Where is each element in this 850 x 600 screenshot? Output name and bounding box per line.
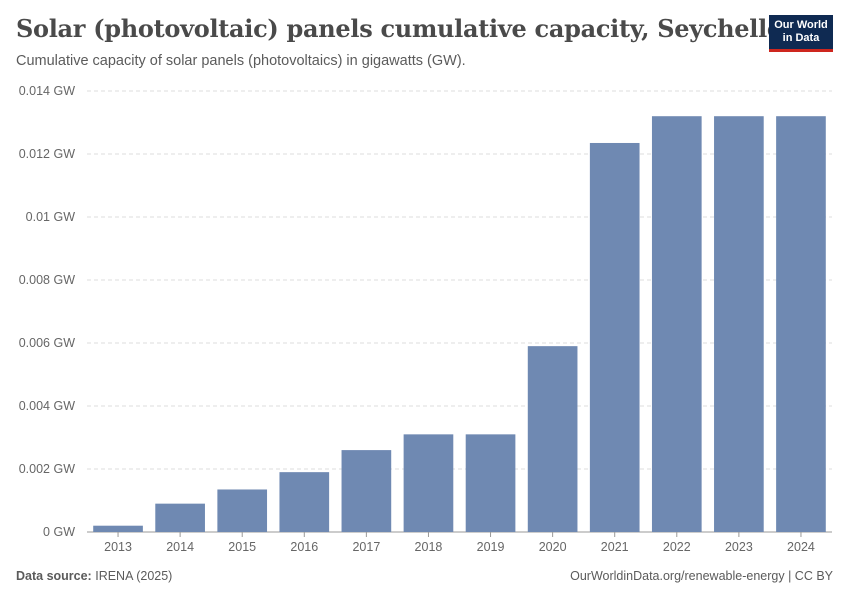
license-label: CC BY [794, 569, 833, 583]
x-tick-label: 2015 [228, 540, 256, 554]
x-tick-label: 2018 [415, 540, 443, 554]
x-tick-label: 2021 [601, 540, 629, 554]
data-source-label: Data source: [16, 569, 92, 583]
x-tick-label: 2022 [663, 540, 691, 554]
bar-2021[interactable] [589, 142, 640, 532]
x-tick-label: 2016 [290, 540, 318, 554]
owid-logo[interactable]: Our World in Data [769, 15, 833, 52]
y-tick-label: 0.014 GW [19, 84, 75, 98]
x-tick-label: 2023 [725, 540, 753, 554]
y-axis-ticks: 0 GW 0.002 GW 0.004 GW 0.006 GW 0.008 GW 0.01… [19, 84, 75, 539]
footer-separator: | [784, 569, 795, 583]
bar-2013[interactable] [93, 525, 143, 532]
data-source-value: IRENA (2025) [95, 569, 173, 583]
bar-2017[interactable] [341, 450, 392, 532]
y-tick-label: 0.004 GW [19, 399, 75, 413]
chart-title: Solar (photovoltaic) panels cumulative c… [16, 14, 796, 43]
x-tick-label: 2019 [477, 540, 505, 554]
x-tick-label: 2014 [166, 540, 194, 554]
bar-chart: 0 GW 0.002 GW 0.004 GW 0.006 GW 0.008 GW 0.01… [19, 84, 832, 554]
y-tick-label: 0.012 GW [19, 147, 75, 161]
bar-2014[interactable] [155, 503, 205, 532]
source-link[interactable]: OurWorldinData.org/renewable-energy [570, 569, 785, 583]
bar-2024[interactable] [776, 116, 826, 532]
bar-2015[interactable] [217, 489, 268, 532]
bar-2020[interactable] [527, 346, 578, 532]
y-tick-label: 0.002 GW [19, 462, 75, 476]
grid-lines [87, 90, 832, 533]
x-tick-label: 2024 [787, 540, 815, 554]
bar-2019[interactable] [465, 434, 516, 532]
bars [93, 116, 826, 532]
footer-credits: OurWorldinData.org/renewable-energy | CC… [570, 569, 833, 583]
bar-2022[interactable] [651, 116, 702, 532]
x-tick-label: 2020 [539, 540, 567, 554]
chart-subtitle: Cumulative capacity of solar panels (pho… [16, 53, 466, 69]
x-axis-ticks: 2013 2014 2015 2016 2017 2018 2019 2020 2021 2022… [104, 532, 815, 554]
logo-line-1: Our World [774, 19, 828, 31]
y-tick-label: 0.01 GW [26, 210, 76, 224]
y-tick-label: 0 GW [43, 525, 75, 539]
x-tick-label: 2013 [104, 540, 132, 554]
logo-line-2: in Data [782, 32, 820, 44]
y-tick-label: 0.006 GW [19, 336, 75, 350]
x-tick-label: 2017 [352, 540, 380, 554]
bar-2018[interactable] [403, 434, 454, 532]
bar-2023[interactable] [714, 116, 764, 532]
data-source: Data source: IRENA (2025) [16, 569, 172, 583]
bar-2016[interactable] [279, 472, 330, 532]
y-tick-label: 0.008 GW [19, 273, 75, 287]
